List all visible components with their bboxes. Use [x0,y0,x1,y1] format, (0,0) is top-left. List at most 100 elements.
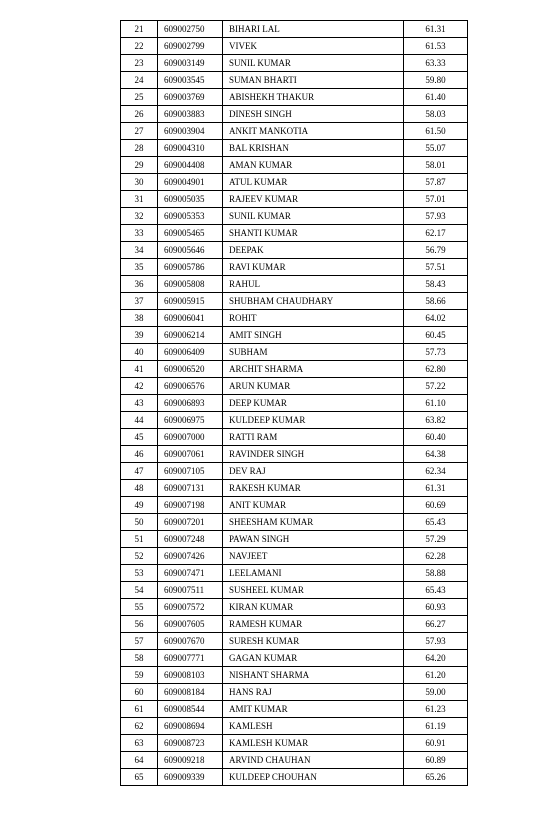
cell-name: AMIT SINGH [223,327,404,344]
cell-roll: 609007426 [158,548,223,565]
cell-marks: 62.80 [404,361,468,378]
cell-name: SUBHAM [223,344,404,361]
cell-roll: 609004310 [158,140,223,157]
cell-sn: 37 [121,293,158,310]
cell-sn: 63 [121,735,158,752]
cell-roll: 609005808 [158,276,223,293]
cell-roll: 609007248 [158,531,223,548]
cell-marks: 57.93 [404,208,468,225]
cell-name: SUNIL KUMAR [223,208,404,225]
cell-sn: 48 [121,480,158,497]
cell-roll: 609007572 [158,599,223,616]
cell-sn: 39 [121,327,158,344]
cell-marks: 62.17 [404,225,468,242]
cell-sn: 54 [121,582,158,599]
table-row: 58609007771GAGAN KUMAR64.20 [121,650,468,667]
table-row: 28609004310BAL KRISHAN55.07 [121,140,468,157]
cell-name: RAVINDER SINGH [223,446,404,463]
table-row: 61609008544AMIT KUMAR61.23 [121,701,468,718]
cell-marks: 61.19 [404,718,468,735]
cell-name: KULDEEP CHOUHAN [223,769,404,786]
cell-name: AMIT KUMAR [223,701,404,718]
cell-roll: 609007198 [158,497,223,514]
cell-name: SHANTI KUMAR [223,225,404,242]
cell-roll: 609007201 [158,514,223,531]
table-row: 37609005915SHUBHAM CHAUDHARY58.66 [121,293,468,310]
table-row: 60609008184HANS RAJ59.00 [121,684,468,701]
cell-marks: 66.27 [404,616,468,633]
table-row: 57609007670SURESH KUMAR57.93 [121,633,468,650]
cell-name: PAWAN SINGH [223,531,404,548]
cell-roll: 609008184 [158,684,223,701]
cell-sn: 38 [121,310,158,327]
cell-sn: 62 [121,718,158,735]
cell-roll: 609009339 [158,769,223,786]
cell-sn: 32 [121,208,158,225]
cell-marks: 65.43 [404,582,468,599]
cell-sn: 64 [121,752,158,769]
table-row: 56609007605RAMESH KUMAR66.27 [121,616,468,633]
table-row: 63609008723KAMLESH KUMAR60.91 [121,735,468,752]
cell-roll: 609006520 [158,361,223,378]
cell-marks: 58.66 [404,293,468,310]
table-row: 48609007131RAKESH KUMAR61.31 [121,480,468,497]
cell-name: SHEESHAM KUMAR [223,514,404,531]
cell-sn: 51 [121,531,158,548]
cell-name: SUNIL KUMAR [223,55,404,72]
cell-sn: 28 [121,140,158,157]
table-row: 23609003149SUNIL KUMAR63.33 [121,55,468,72]
table-row: 33609005465SHANTI KUMAR62.17 [121,225,468,242]
cell-marks: 58.03 [404,106,468,123]
cell-sn: 60 [121,684,158,701]
table-row: 65609009339KULDEEP CHOUHAN65.26 [121,769,468,786]
cell-marks: 58.88 [404,565,468,582]
table-row: 54609007511SUSHEEL KUMAR65.43 [121,582,468,599]
cell-name: DEEPAK [223,242,404,259]
cell-roll: 609003883 [158,106,223,123]
cell-name: ARCHIT SHARMA [223,361,404,378]
cell-name: BIHARI LAL [223,21,404,38]
cell-marks: 61.31 [404,21,468,38]
cell-sn: 34 [121,242,158,259]
cell-roll: 609007511 [158,582,223,599]
cell-name: LEELAMANI [223,565,404,582]
cell-marks: 55.07 [404,140,468,157]
table-row: 41609006520ARCHIT SHARMA62.80 [121,361,468,378]
cell-marks: 57.51 [404,259,468,276]
cell-roll: 609007670 [158,633,223,650]
table-row: 62609008694KAMLESH61.19 [121,718,468,735]
table-row: 52609007426NAVJEET62.28 [121,548,468,565]
cell-roll: 609009218 [158,752,223,769]
cell-marks: 59.80 [404,72,468,89]
cell-roll: 609006893 [158,395,223,412]
cell-roll: 609005786 [158,259,223,276]
cell-marks: 57.73 [404,344,468,361]
cell-roll: 609005915 [158,293,223,310]
cell-marks: 61.40 [404,89,468,106]
cell-roll: 609003545 [158,72,223,89]
cell-marks: 61.53 [404,38,468,55]
cell-sn: 41 [121,361,158,378]
cell-sn: 57 [121,633,158,650]
table-row: 31609005035RAJEEV KUMAR57.01 [121,191,468,208]
cell-name: SUMAN BHARTI [223,72,404,89]
cell-sn: 26 [121,106,158,123]
cell-marks: 58.01 [404,157,468,174]
cell-marks: 57.87 [404,174,468,191]
cell-sn: 59 [121,667,158,684]
cell-roll: 609003769 [158,89,223,106]
cell-marks: 60.69 [404,497,468,514]
cell-name: SHUBHAM CHAUDHARY [223,293,404,310]
cell-roll: 609002750 [158,21,223,38]
table-row: 43609006893DEEP KUMAR61.10 [121,395,468,412]
cell-sn: 56 [121,616,158,633]
cell-sn: 21 [121,21,158,38]
table-row: 59609008103NISHANT SHARMA61.20 [121,667,468,684]
cell-roll: 609006041 [158,310,223,327]
cell-marks: 60.89 [404,752,468,769]
table-row: 36609005808RAHUL58.43 [121,276,468,293]
cell-sn: 61 [121,701,158,718]
table-row: 35609005786RAVI KUMAR57.51 [121,259,468,276]
cell-roll: 609003904 [158,123,223,140]
cell-name: RATTI RAM [223,429,404,446]
